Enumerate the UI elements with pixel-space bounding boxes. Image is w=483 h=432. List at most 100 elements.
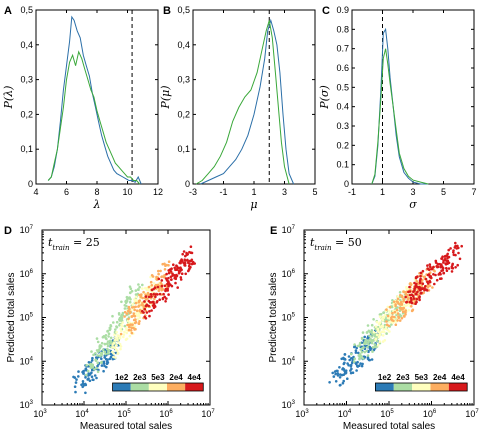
data-point	[355, 346, 359, 350]
x-tick-label: 105	[380, 409, 394, 419]
data-point	[355, 369, 358, 372]
data-point	[435, 278, 439, 282]
series-line-green	[47, 50, 141, 185]
data-point	[73, 385, 77, 389]
data-point	[186, 253, 189, 256]
data-point	[146, 291, 150, 295]
data-point	[129, 323, 133, 326]
data-point	[104, 334, 108, 337]
data-point	[391, 321, 395, 325]
data-point	[434, 273, 437, 277]
data-point	[151, 300, 154, 304]
data-point	[385, 332, 388, 335]
data-point	[383, 314, 387, 317]
data-point	[182, 250, 186, 253]
data-point	[93, 368, 96, 371]
data-point	[386, 316, 390, 320]
series-line-blue	[200, 18, 295, 185]
data-point	[405, 300, 409, 304]
data-point	[82, 372, 85, 375]
data-point	[339, 383, 342, 387]
data-point	[183, 259, 187, 262]
colorbar-segment	[130, 383, 149, 391]
data-point	[408, 290, 412, 293]
data-point	[90, 375, 94, 379]
data-point	[91, 356, 94, 360]
data-point	[142, 305, 146, 309]
data-point	[119, 347, 122, 351]
data-point	[165, 297, 168, 300]
data-point	[92, 353, 95, 357]
data-point	[143, 315, 146, 319]
data-point	[332, 375, 336, 378]
data-point	[114, 356, 117, 359]
data-point	[415, 297, 419, 301]
y-axis-label: Predicted total sales	[6, 272, 17, 362]
data-point	[370, 329, 374, 332]
data-point	[334, 380, 338, 383]
data-point	[94, 352, 97, 355]
data-point	[404, 304, 407, 308]
data-point	[112, 352, 115, 355]
data-point	[87, 361, 91, 364]
data-point	[167, 293, 170, 296]
data-point	[405, 285, 408, 289]
data-point	[124, 301, 128, 305]
series-line-green	[195, 20, 290, 185]
data-point	[102, 362, 106, 365]
data-point	[119, 345, 123, 348]
data-point	[404, 311, 407, 314]
data-point	[167, 260, 171, 264]
data-point	[445, 269, 449, 273]
data-point	[445, 266, 448, 270]
data-point	[390, 316, 393, 320]
data-point	[182, 261, 185, 265]
data-point	[415, 300, 418, 304]
data-point	[358, 344, 361, 347]
data-point	[130, 315, 134, 318]
data-point	[424, 277, 428, 281]
data-point	[156, 283, 160, 287]
data-point	[89, 365, 93, 369]
data-point	[106, 358, 109, 362]
data-point	[460, 244, 464, 248]
y-tick-label: 0	[185, 179, 190, 189]
data-point	[103, 342, 107, 346]
data-point	[187, 261, 190, 265]
data-point	[121, 321, 124, 324]
data-point	[408, 285, 411, 289]
data-point	[138, 320, 141, 323]
colorbar-label: 2e3	[396, 373, 410, 382]
data-point	[395, 308, 399, 312]
panel-letter: E	[270, 225, 277, 237]
data-point	[136, 317, 140, 321]
data-point	[372, 332, 376, 336]
data-point	[412, 290, 415, 294]
data-point	[378, 333, 382, 337]
data-point	[336, 374, 340, 377]
y-tick-label: 0,5	[177, 5, 190, 15]
data-point	[107, 332, 111, 336]
y-tick-label: 0,3	[177, 75, 190, 85]
data-point	[359, 355, 363, 359]
data-point	[415, 292, 418, 296]
data-point	[139, 294, 143, 298]
data-point	[100, 357, 103, 361]
data-point	[85, 373, 88, 377]
panel-b: B 0 0,1 0,2 0,3 0,4 0,5 -3 -1 1 3 5 μ P(μ)	[159, 5, 318, 211]
data-point	[85, 363, 88, 367]
data-point	[178, 261, 181, 265]
y-tick-label: 0,1	[177, 144, 190, 154]
data-point	[177, 266, 181, 270]
data-point	[162, 292, 165, 296]
data-point	[119, 327, 122, 331]
data-point	[96, 354, 99, 357]
plot-frame	[35, 9, 159, 185]
data-point	[128, 334, 132, 338]
data-point	[433, 282, 436, 286]
y-tick-label: 0	[344, 179, 349, 189]
data-point	[86, 369, 90, 373]
data-point	[98, 354, 102, 358]
data-point	[151, 304, 155, 307]
